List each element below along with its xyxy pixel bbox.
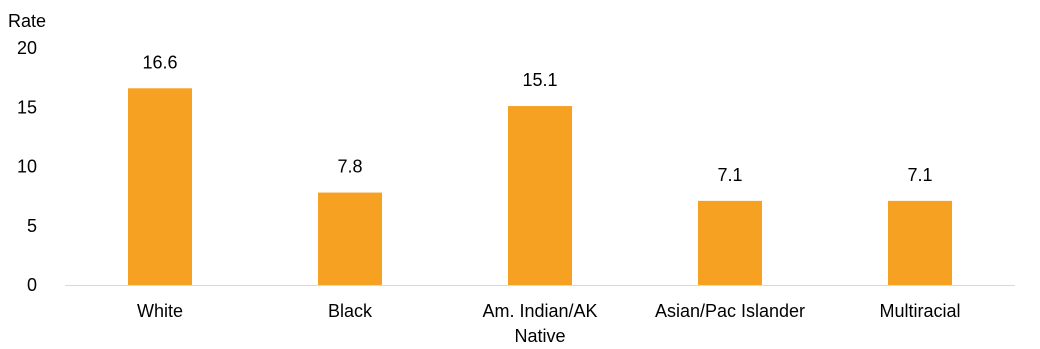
bar — [318, 192, 382, 285]
bar-value-label: 7.1 — [907, 165, 932, 185]
bar-value-label: 16.6 — [142, 52, 177, 72]
bar — [888, 200, 952, 285]
category-label: Asian/Pac Islander — [655, 301, 805, 321]
bar-series — [128, 88, 952, 285]
category-label: Multiracial — [879, 301, 960, 321]
bar — [698, 200, 762, 285]
category-label: Black — [328, 301, 373, 321]
bar-value-label: 7.8 — [337, 157, 362, 177]
y-tick-label: 5 — [27, 216, 37, 236]
bar — [508, 106, 572, 285]
category-labels: White Black Am. Indian/AK Native Asian/Pac I… — [137, 301, 961, 346]
data-labels: 16.6 7.8 15.1 7.1 7.1 — [142, 52, 932, 185]
y-tick-label: 20 — [17, 38, 37, 58]
y-tick-label: 0 — [27, 275, 37, 295]
category-label: Am. Indian/AK Native — [482, 301, 597, 346]
y-tick-label: 15 — [17, 97, 37, 117]
bar — [128, 88, 192, 285]
y-axis-ticks: 0 5 10 15 20 — [17, 38, 37, 295]
bar-value-label: 7.1 — [717, 165, 742, 185]
y-axis-title: Rate — [8, 11, 46, 31]
category-label: White — [137, 301, 183, 321]
bar-value-label: 15.1 — [522, 70, 557, 90]
y-tick-label: 10 — [17, 157, 37, 177]
